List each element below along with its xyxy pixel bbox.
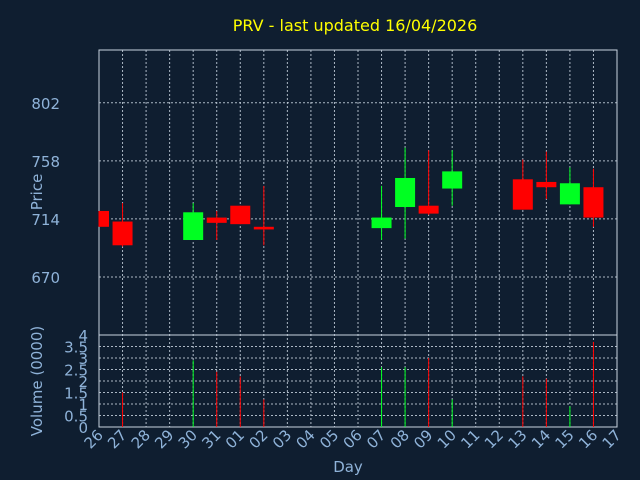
- volume-tick-label: 4: [78, 327, 88, 345]
- candle-body: [442, 171, 463, 189]
- volume-tick-label: 3: [78, 350, 88, 368]
- candle-body: [99, 210, 109, 227]
- price-tick-label: 758: [31, 153, 60, 171]
- x-axis-title: Day: [333, 458, 363, 476]
- volume-tick-label: 1.5: [64, 385, 88, 403]
- candle-body: [230, 205, 251, 225]
- volume-tick-label: 0.5: [64, 408, 88, 426]
- price-tick-label: 802: [31, 95, 60, 113]
- volume-axis-title: Volume (0000): [28, 326, 46, 436]
- candle-body: [559, 183, 580, 205]
- candle-body: [395, 177, 416, 208]
- volume-tick-label: 3.5: [64, 339, 88, 357]
- candle-body: [371, 217, 392, 229]
- candle-body: [536, 181, 557, 188]
- volume-tick-label: 1: [78, 396, 88, 414]
- volume-panel-frame: [98, 334, 618, 428]
- price-axis-title: Price: [28, 174, 46, 211]
- candle-body: [418, 205, 439, 214]
- price-tick-label: 714: [31, 211, 60, 229]
- candle-body: [206, 217, 227, 223]
- chart-title: PRV - last updated 16/04/2026: [233, 16, 478, 35]
- volume-tick-label: 0: [78, 419, 88, 437]
- candle-body: [112, 221, 133, 246]
- candle-body: [253, 226, 274, 230]
- candle-body: [583, 187, 604, 218]
- candle-body: [183, 212, 204, 240]
- candle-body: [512, 179, 533, 210]
- price-tick-label: 670: [31, 269, 60, 287]
- volume-tick-label: 2: [78, 373, 88, 391]
- volume-tick-label: 2.5: [64, 362, 88, 380]
